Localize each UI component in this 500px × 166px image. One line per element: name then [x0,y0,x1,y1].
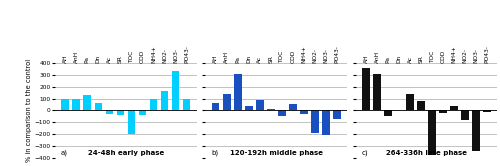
Bar [212,103,220,110]
Bar [484,110,491,112]
Bar [128,110,136,134]
Bar [406,94,414,110]
Bar [362,68,370,110]
Bar [223,94,230,110]
Bar [300,110,308,114]
Bar [245,106,252,110]
Bar [278,110,285,116]
Text: 24-48h early phase: 24-48h early phase [88,150,164,156]
Bar [440,110,447,113]
Bar [472,110,480,151]
Bar [373,74,381,110]
Bar [384,110,392,116]
Text: 264-336h late phase: 264-336h late phase [386,150,467,156]
Bar [311,110,318,133]
Bar [106,110,113,114]
Bar [234,74,241,110]
Bar [94,103,102,110]
Text: c): c) [362,149,368,156]
Y-axis label: % in comparison to the control: % in comparison to the control [26,59,32,162]
Text: b): b) [211,149,218,156]
Bar [84,95,91,110]
Bar [182,99,190,110]
Bar [172,71,179,110]
Text: a): a) [60,149,68,156]
Bar [267,109,274,110]
Bar [333,110,340,119]
Bar [160,91,168,110]
Bar [322,110,330,135]
Bar [150,99,158,110]
Bar [62,99,69,110]
Bar [256,100,264,110]
Bar [289,104,296,110]
Bar [138,110,146,115]
Text: 120-192h middle phase: 120-192h middle phase [230,150,323,156]
Bar [428,110,436,155]
Bar [417,101,425,110]
Bar [116,110,124,115]
Bar [462,110,469,120]
Bar [450,106,458,110]
Bar [72,99,80,110]
